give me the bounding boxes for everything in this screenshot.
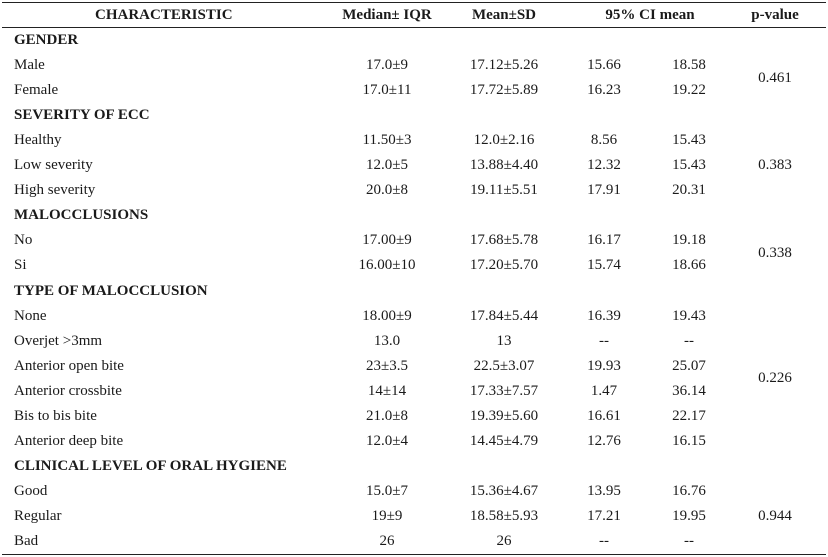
row-mean-sd: 17.68±5.78	[469, 232, 539, 249]
row-median-iqr: 18.00±9	[362, 307, 412, 324]
row-median-iqr: 20.0±8	[366, 182, 408, 199]
row-label: No	[14, 232, 33, 249]
row-mean-sd: 26	[496, 533, 512, 549]
row-mean-sd: 17.20±5.70	[469, 257, 539, 274]
table-top-rule	[2, 2, 826, 3]
header-median: Median± IQR	[342, 7, 432, 23]
row-median-iqr: 26	[379, 533, 395, 549]
row-median-iqr: 13.0	[373, 332, 401, 349]
section-title: TYPE OF MALOCCLUSION	[14, 282, 208, 299]
row-label: Anterior crossbite	[14, 382, 122, 399]
row-mean-sd: 18.58±5.93	[469, 507, 539, 524]
row-mean-sd: 13	[496, 332, 512, 349]
row-ci-high: 20.31	[672, 182, 706, 199]
row-ci-high: 16.15	[672, 432, 706, 449]
section-pvalue: 0.383	[758, 157, 792, 174]
row-label: Si	[14, 257, 27, 274]
row-label: High severity	[14, 182, 96, 199]
row-label: Male	[14, 57, 45, 74]
row-median-iqr: 11.50±3	[362, 132, 412, 149]
row-label: Regular	[14, 507, 62, 524]
section-title: CLINICAL LEVEL OF ORAL HYGIENE	[14, 457, 287, 474]
row-ci-high: 25.07	[672, 357, 706, 374]
row-ci-low: 13.95	[587, 482, 621, 499]
table-bottom-rule	[2, 554, 826, 555]
row-mean-sd: 19.11±5.51	[470, 182, 538, 199]
section-title: GENDER	[14, 32, 79, 48]
header-ci: 95% CI mean	[605, 7, 695, 23]
row-label: Anterior open bite	[14, 357, 124, 374]
row-ci-low: 16.17	[587, 232, 621, 249]
row-label: Overjet >3mm	[14, 332, 103, 349]
row-label: Bis to bis bite	[14, 407, 97, 424]
section-pvalue: 0.944	[758, 507, 792, 524]
row-ci-high: 15.43	[672, 132, 706, 149]
row-ci-high: --	[684, 533, 694, 549]
row-ci-low: 15.74	[587, 257, 621, 274]
row-ci-low: 19.93	[587, 357, 621, 374]
row-mean-sd: 22.5±3.07	[473, 357, 535, 374]
row-ci-low: 8.56	[590, 132, 618, 149]
row-median-iqr: 19±9	[371, 507, 403, 524]
row-ci-low: 1.47	[590, 382, 618, 399]
row-ci-low: 16.61	[587, 407, 621, 424]
row-mean-sd: 19.39±5.60	[469, 407, 539, 424]
section-title: SEVERITY OF ECC	[14, 107, 150, 124]
header-bottom-rule	[2, 27, 826, 28]
row-ci-low: 16.39	[587, 307, 621, 324]
section-pvalue: 0.226	[758, 370, 792, 387]
row-median-iqr: 12.0±5	[366, 157, 408, 174]
row-ci-low: 17.21	[587, 507, 621, 524]
row-ci-low: 15.66	[587, 57, 621, 74]
row-ci-high: --	[684, 332, 694, 349]
section-pvalue: 0.461	[758, 69, 792, 86]
row-label: None	[14, 307, 47, 324]
row-ci-high: 19.95	[672, 507, 706, 524]
row-median-iqr: 17.00±9	[362, 232, 412, 249]
row-mean-sd: 15.36±4.67	[469, 482, 539, 499]
section-pvalue: 0.338	[758, 244, 792, 261]
row-label: Low severity	[14, 157, 93, 174]
section-title: MALOCCLUSIONS	[14, 207, 149, 224]
row-ci-low: 12.32	[587, 157, 621, 174]
row-mean-sd: 17.72±5.89	[469, 82, 539, 99]
row-mean-sd: 17.84±5.44	[469, 307, 539, 324]
row-ci-high: 15.43	[672, 157, 706, 174]
row-ci-low: --	[599, 533, 609, 549]
row-mean-sd: 12.0±2.16	[473, 132, 535, 149]
row-mean-sd: 13.88±4.40	[469, 157, 539, 174]
row-median-iqr: 16.00±10	[358, 257, 416, 274]
row-median-iqr: 21.0±8	[366, 407, 408, 424]
row-ci-high: 36.14	[672, 382, 706, 399]
header-characteristic: CHARACTERISTIC	[95, 7, 233, 23]
row-ci-high: 18.66	[672, 257, 706, 274]
row-mean-sd: 17.33±7.57	[469, 382, 539, 399]
row-median-iqr: 23±3.5	[366, 357, 408, 374]
row-label: Anterior deep bite	[14, 432, 124, 449]
row-median-iqr: 17.0±11	[362, 82, 412, 99]
row-label: Bad	[14, 533, 39, 549]
row-ci-high: 19.18	[672, 232, 706, 249]
row-median-iqr: 14±14	[367, 382, 407, 399]
row-ci-high: 19.22	[672, 82, 706, 99]
row-ci-high: 18.58	[672, 57, 706, 74]
row-ci-high: 22.17	[672, 407, 706, 424]
row-ci-low: 16.23	[587, 82, 621, 99]
row-ci-low: --	[599, 332, 609, 349]
header-pvalue: p-value	[751, 7, 799, 23]
header-mean: Mean±SD	[471, 7, 537, 23]
row-mean-sd: 17.12±5.26	[469, 57, 539, 74]
row-ci-low: 12.76	[587, 432, 621, 449]
row-median-iqr: 12.0±4	[366, 432, 408, 449]
row-mean-sd: 14.45±4.79	[469, 432, 539, 449]
row-label: Female	[14, 82, 59, 99]
row-median-iqr: 15.0±7	[366, 482, 408, 499]
row-label: Healthy	[14, 132, 62, 149]
row-ci-high: 19.43	[672, 307, 706, 324]
row-ci-high: 16.76	[672, 482, 706, 499]
row-median-iqr: 17.0±9	[366, 57, 408, 74]
row-label: Good	[14, 482, 48, 499]
row-ci-low: 17.91	[587, 182, 621, 199]
